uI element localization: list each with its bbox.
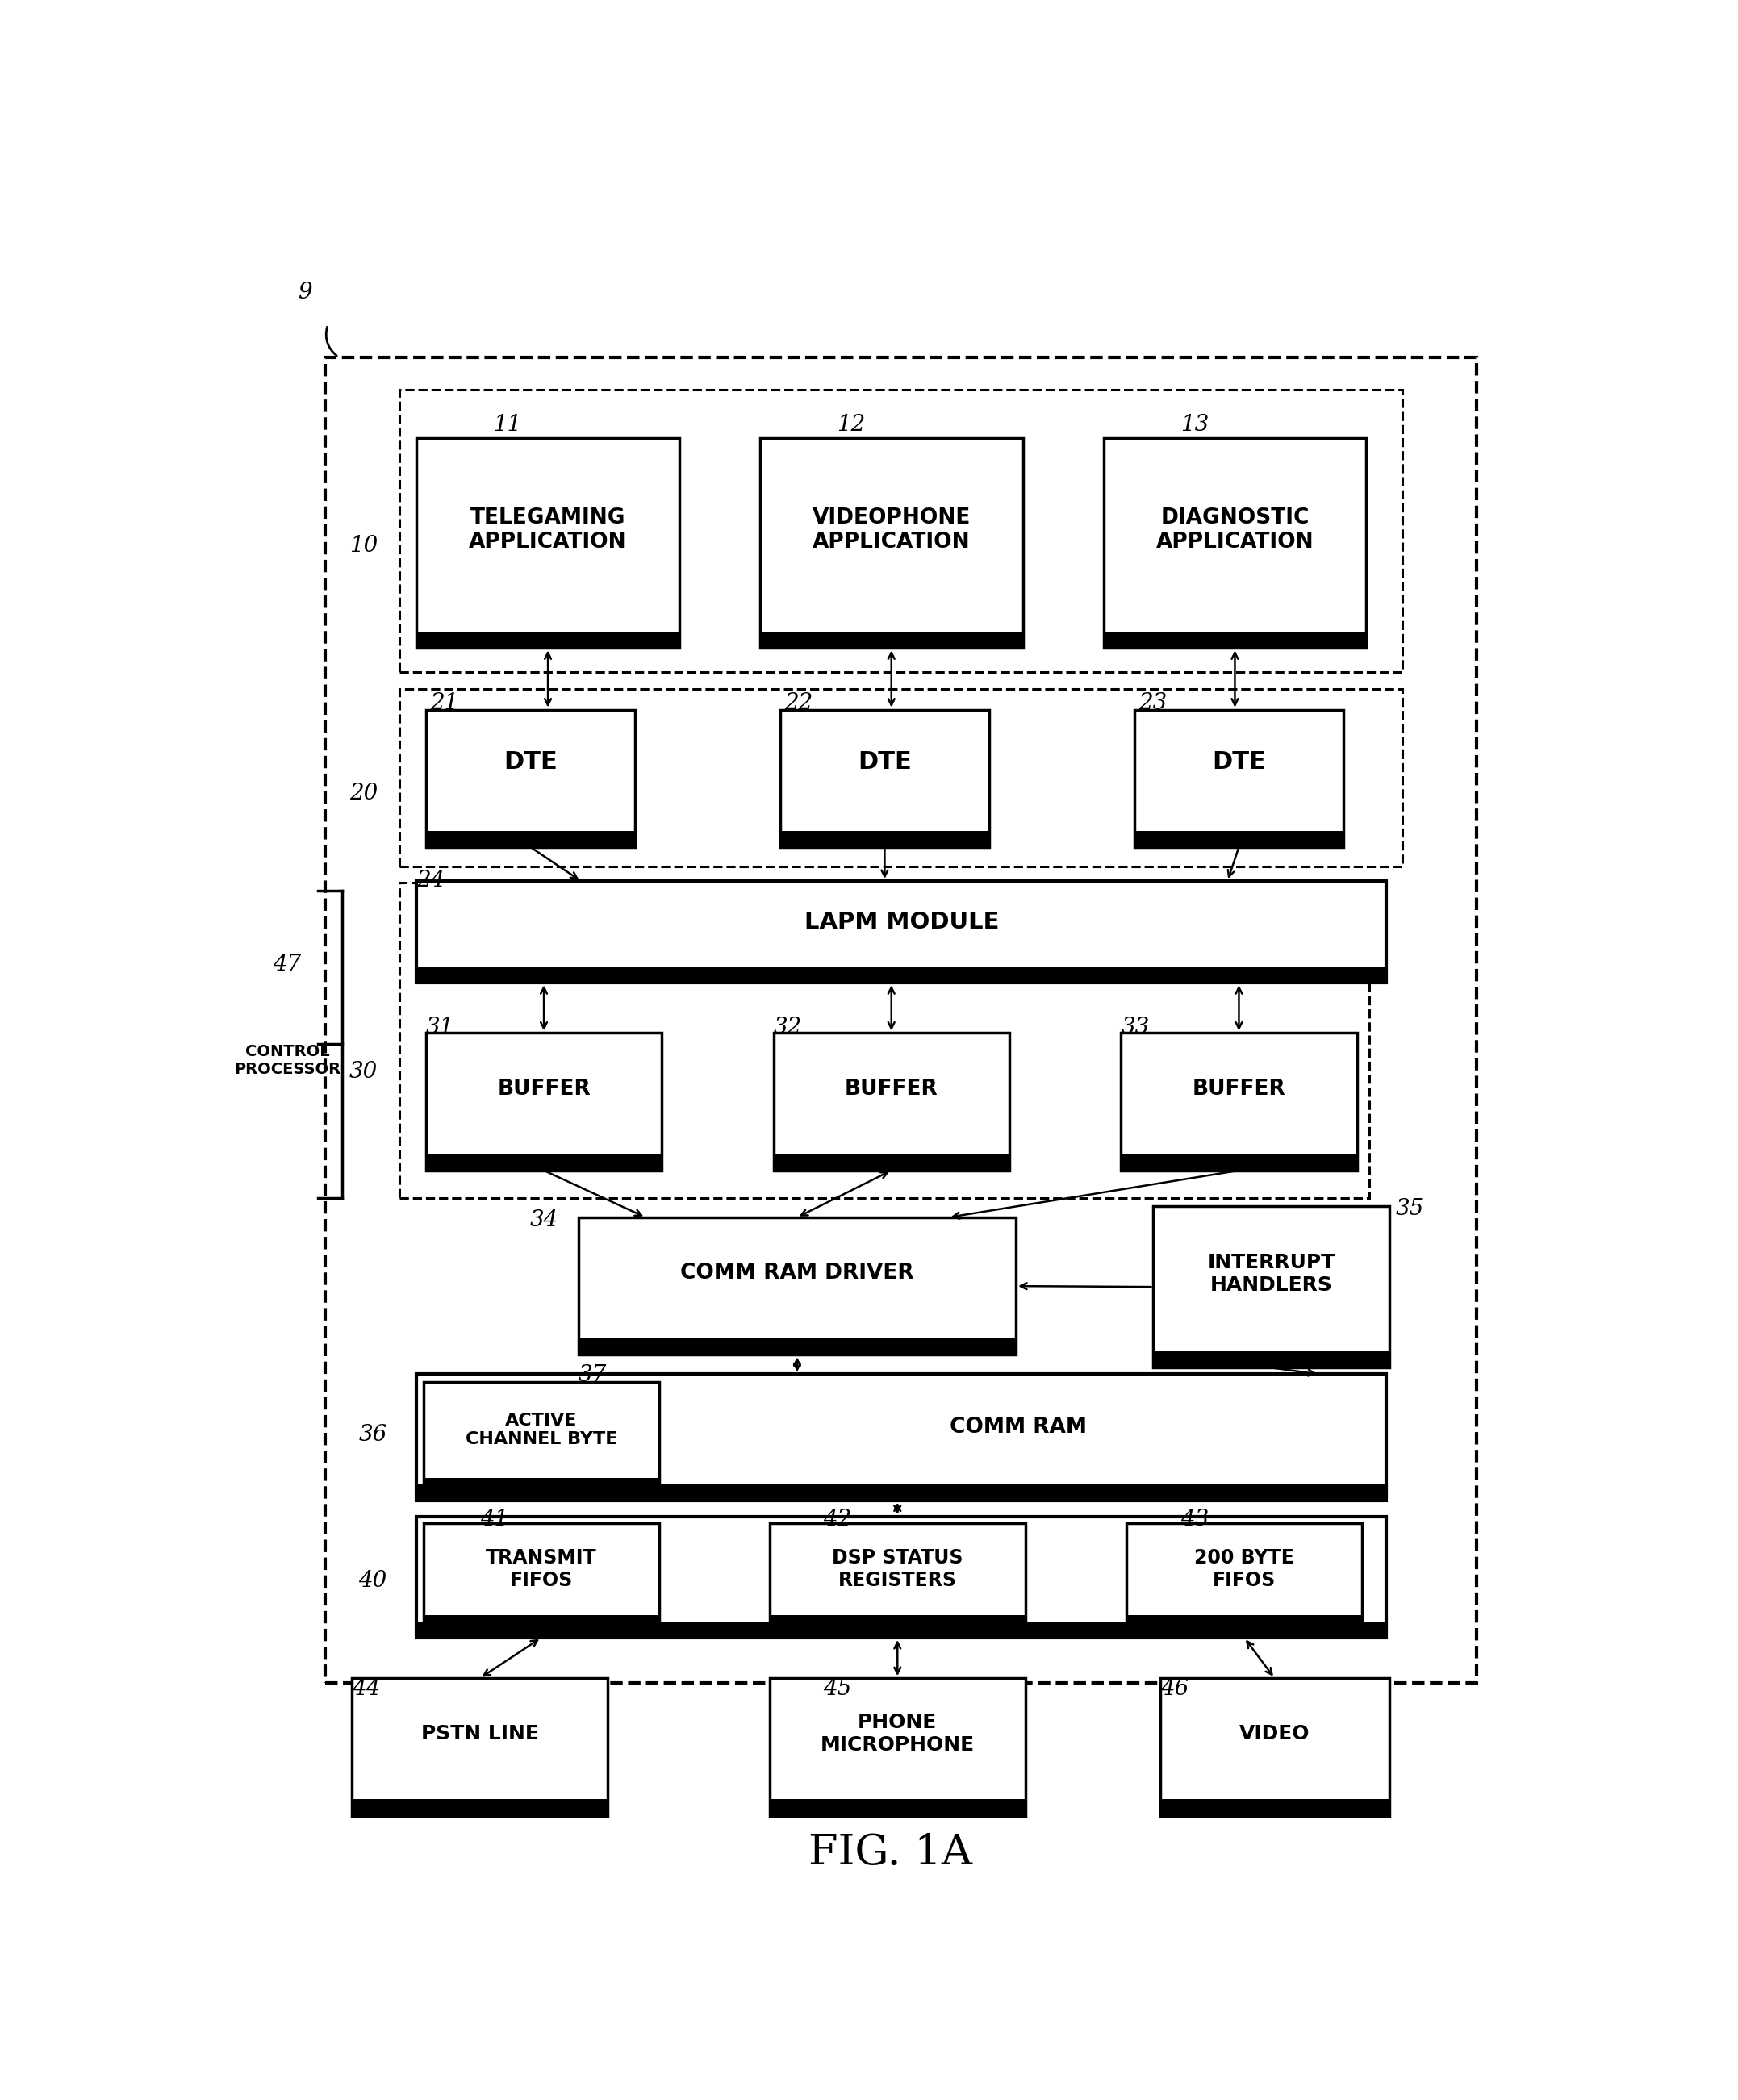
Bar [424, 1478, 659, 1493]
Text: 12: 12 [838, 414, 866, 435]
Bar [780, 832, 989, 846]
Bar [353, 1800, 608, 1817]
Bar [773, 1033, 1010, 1170]
Text: BUFFER: BUFFER [497, 1077, 591, 1098]
Bar [417, 1485, 1387, 1499]
Text: FIG. 1A: FIG. 1A [808, 1833, 973, 1873]
Bar [417, 632, 680, 649]
Text: 9: 9 [297, 281, 311, 302]
Bar [1154, 1352, 1389, 1367]
Bar [579, 1338, 1017, 1354]
Bar [770, 1800, 1025, 1817]
Text: 32: 32 [773, 1016, 801, 1039]
Text: 34: 34 [530, 1210, 558, 1231]
Text: 44: 44 [353, 1678, 381, 1701]
Text: 43: 43 [1180, 1508, 1208, 1531]
Text: DTE: DTE [859, 750, 912, 775]
Text: ACTIVE
CHANNEL BYTE: ACTIVE CHANNEL BYTE [466, 1413, 617, 1447]
Bar [770, 1522, 1025, 1632]
Text: 41: 41 [480, 1508, 507, 1531]
Text: 35: 35 [1396, 1197, 1423, 1220]
Bar [417, 439, 680, 649]
Bar [770, 1678, 1025, 1816]
Bar [417, 1516, 1387, 1638]
Text: 30: 30 [349, 1060, 377, 1082]
Bar [426, 710, 634, 846]
Text: INTERRUPT
HANDLERS: INTERRUPT HANDLERS [1208, 1254, 1335, 1296]
Bar [1161, 1800, 1389, 1817]
Text: DIAGNOSTIC
APPLICATION: DIAGNOSTIC APPLICATION [1156, 508, 1314, 552]
Text: LAPM MODULE: LAPM MODULE [805, 911, 999, 934]
Text: VIDEOPHONE
APPLICATION: VIDEOPHONE APPLICATION [812, 508, 970, 552]
Text: 40: 40 [358, 1571, 388, 1592]
Bar [424, 1615, 659, 1632]
Text: COMM RAM: COMM RAM [949, 1418, 1086, 1438]
Bar [780, 710, 989, 846]
Text: TELEGAMING
APPLICATION: TELEGAMING APPLICATION [469, 508, 627, 552]
Text: 23: 23 [1138, 691, 1166, 714]
Text: 42: 42 [824, 1508, 852, 1531]
Text: DTE: DTE [504, 750, 558, 775]
Bar [400, 689, 1403, 867]
Text: 11: 11 [494, 414, 521, 435]
Bar [353, 1678, 608, 1816]
Bar [400, 882, 1370, 1197]
Text: 22: 22 [784, 691, 813, 714]
Text: DTE: DTE [1211, 750, 1265, 775]
Bar [426, 1033, 662, 1170]
Text: TRANSMIT
FIFOS: TRANSMIT FIFOS [485, 1548, 596, 1590]
Text: DSP STATUS
REGISTERS: DSP STATUS REGISTERS [833, 1548, 963, 1590]
Text: CONTROL
PROCESSOR: CONTROL PROCESSOR [235, 1044, 341, 1077]
Text: 33: 33 [1121, 1016, 1149, 1039]
Text: 13: 13 [1180, 414, 1208, 435]
Bar [1135, 710, 1343, 846]
Bar [1104, 632, 1366, 649]
Text: COMM RAM DRIVER: COMM RAM DRIVER [680, 1262, 914, 1283]
Bar [417, 1373, 1387, 1499]
Bar [1154, 1205, 1389, 1367]
Text: 200 BYTE
FIFOS: 200 BYTE FIFOS [1194, 1548, 1295, 1590]
Text: BUFFER: BUFFER [1192, 1077, 1286, 1098]
Bar [760, 632, 1022, 649]
Text: 36: 36 [358, 1424, 388, 1447]
Text: 21: 21 [429, 691, 459, 714]
Bar [417, 1621, 1387, 1638]
Bar [579, 1218, 1017, 1354]
Text: 45: 45 [824, 1678, 852, 1701]
Text: VIDEO: VIDEO [1239, 1724, 1310, 1743]
Text: 24: 24 [417, 869, 445, 892]
Text: 37: 37 [579, 1365, 607, 1386]
Bar [770, 1615, 1025, 1632]
Bar [1126, 1522, 1363, 1632]
Bar [1161, 1678, 1389, 1816]
Bar [424, 1382, 659, 1493]
Bar [426, 1155, 662, 1170]
Text: 31: 31 [426, 1016, 454, 1039]
Bar [773, 1155, 1010, 1170]
Text: PSTN LINE: PSTN LINE [421, 1724, 539, 1743]
Text: 20: 20 [349, 783, 377, 804]
Text: 46: 46 [1161, 1678, 1189, 1701]
Bar [760, 439, 1022, 649]
Bar [417, 966, 1387, 983]
Bar [424, 1522, 659, 1632]
Bar [1121, 1033, 1357, 1170]
Text: 10: 10 [349, 536, 377, 556]
Bar [1135, 832, 1343, 846]
Text: 47: 47 [273, 953, 301, 976]
Bar [1126, 1615, 1363, 1632]
Bar [400, 388, 1403, 672]
Text: PHONE
MICROPHONE: PHONE MICROPHONE [820, 1714, 975, 1756]
Bar [1104, 439, 1366, 649]
Bar [325, 357, 1477, 1682]
Bar [417, 882, 1387, 983]
Bar [1121, 1155, 1357, 1170]
Text: BUFFER: BUFFER [845, 1077, 939, 1098]
Bar [426, 832, 634, 846]
